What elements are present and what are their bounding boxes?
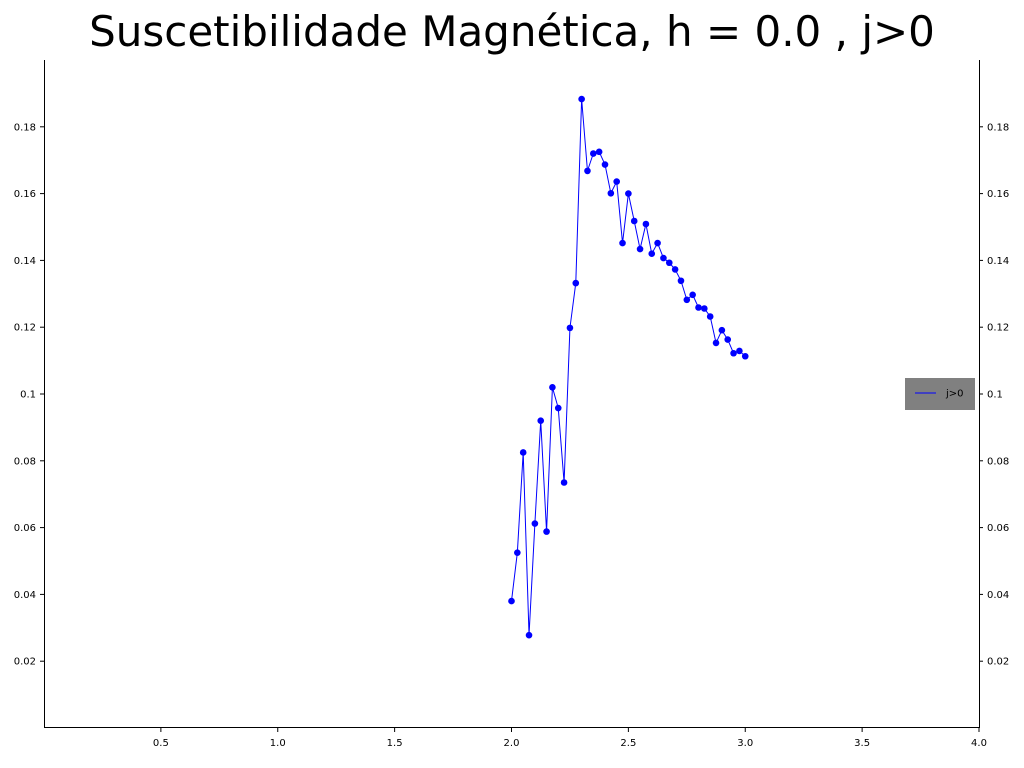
y-tick-label-right: 0.14 xyxy=(987,256,1009,267)
y-tick-label-left: 0.16 xyxy=(14,189,36,200)
y-axis-right-ticks: 0.02 0.04 0.06 0.08 0.1 0.12 0.14 0.16 0.18 xyxy=(979,122,1009,668)
data-point xyxy=(665,259,673,267)
y-tick-label-left: 0.14 xyxy=(14,256,36,267)
data-point xyxy=(654,239,661,247)
data-point xyxy=(706,313,714,320)
data-point xyxy=(660,254,667,262)
data-point xyxy=(741,352,749,360)
data-point xyxy=(636,245,644,253)
data-point xyxy=(514,549,521,556)
data-point xyxy=(590,150,597,157)
legend-label-j-gt-0: j>0 xyxy=(945,389,964,400)
data-point xyxy=(718,326,726,334)
legend: j>0 xyxy=(905,378,975,410)
data-point xyxy=(701,305,708,312)
y-tick-label-left: 0.02 xyxy=(14,657,36,668)
data-point xyxy=(519,449,527,456)
data-point xyxy=(695,304,702,311)
y-tick-label-left: 0.18 xyxy=(14,122,36,133)
y-tick-label-left: 0.06 xyxy=(14,523,36,534)
data-point xyxy=(712,339,720,347)
y-tick-label-left: 0.1 xyxy=(20,390,36,401)
data-point xyxy=(584,167,591,175)
data-point xyxy=(648,250,656,258)
x-tick-label: 3.0 xyxy=(737,738,753,749)
data-point xyxy=(578,95,585,103)
series-line-j-gt-0 xyxy=(511,99,746,636)
y-tick-label-right: 0.02 xyxy=(987,657,1009,668)
data-point xyxy=(543,528,550,535)
legend-box xyxy=(905,378,975,410)
data-point xyxy=(554,404,562,412)
data-point xyxy=(601,161,609,168)
data-point xyxy=(572,279,580,287)
x-tick-label: 1.0 xyxy=(270,738,286,749)
chart-title: Suscetibilidade Magnética, h = 0.0 , j>0 xyxy=(89,7,935,56)
data-point xyxy=(531,520,539,527)
y-tick-label-right: 0.12 xyxy=(987,323,1009,334)
x-tick-label: 1.5 xyxy=(387,738,403,749)
y-tick-label-right: 0.08 xyxy=(987,456,1009,467)
data-point xyxy=(677,277,685,285)
data-point xyxy=(630,217,638,225)
data-point xyxy=(613,178,620,185)
data-point xyxy=(689,291,696,299)
y-tick-label-left: 0.04 xyxy=(14,590,36,601)
x-tick-label: 2.0 xyxy=(504,738,520,749)
data-point xyxy=(730,349,737,357)
data-point xyxy=(595,148,603,156)
data-point xyxy=(625,190,632,197)
data-point xyxy=(683,296,691,304)
data-point xyxy=(642,220,650,228)
data-point xyxy=(736,347,743,355)
data-point xyxy=(607,189,615,197)
data-point xyxy=(549,384,556,391)
data-point xyxy=(619,239,626,247)
y-tick-label-right: 0.04 xyxy=(987,590,1009,601)
y-tick-label-right: 0.1 xyxy=(987,390,1003,401)
y-tick-label-right: 0.16 xyxy=(987,189,1009,200)
x-tick-label: 3.5 xyxy=(854,738,870,749)
data-point xyxy=(560,479,568,486)
y-axis-left-ticks: 0.02 0.04 0.06 0.08 0.1 0.12 0.14 0.16 0.18 xyxy=(14,122,44,668)
data-point xyxy=(671,266,679,273)
data-point xyxy=(525,631,533,639)
data-point xyxy=(566,324,574,332)
data-point xyxy=(508,597,515,605)
y-tick-label-left: 0.12 xyxy=(14,323,36,334)
y-tick-label-right: 0.18 xyxy=(987,122,1009,133)
x-axis-ticks: 0.5 1.0 1.5 2.0 2.5 3.0 3.5 4.0 xyxy=(153,728,987,749)
y-tick-label-left: 0.08 xyxy=(14,456,36,467)
data-point xyxy=(724,336,732,343)
series-layer xyxy=(508,95,749,639)
data-point xyxy=(537,417,545,425)
x-tick-label: 0.5 xyxy=(153,738,169,749)
x-tick-label: 4.0 xyxy=(971,738,987,749)
x-tick-label: 2.5 xyxy=(620,738,636,749)
y-tick-label-right: 0.06 xyxy=(987,523,1009,534)
